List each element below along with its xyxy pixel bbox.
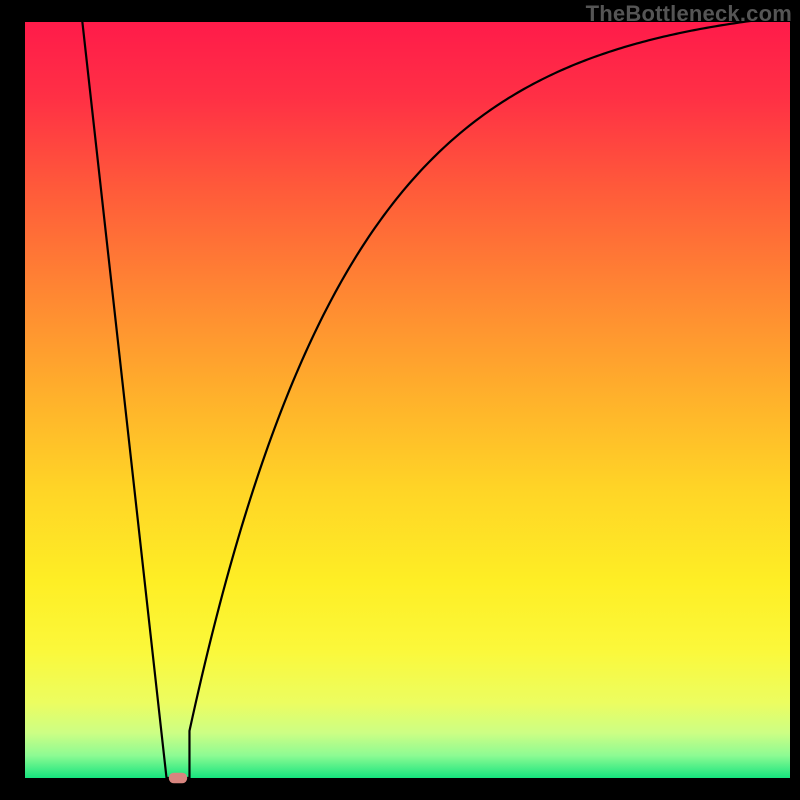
axes-frame-side [0, 778, 800, 800]
axes-frame-side [0, 22, 25, 778]
optimal-point-marker [169, 773, 187, 784]
chart-background [25, 22, 790, 778]
chart-container: TheBottleneck.com [0, 0, 800, 800]
watermark-text: TheBottleneck.com [586, 1, 792, 27]
bottleneck-chart [0, 0, 800, 800]
axes-frame-side [790, 22, 800, 778]
